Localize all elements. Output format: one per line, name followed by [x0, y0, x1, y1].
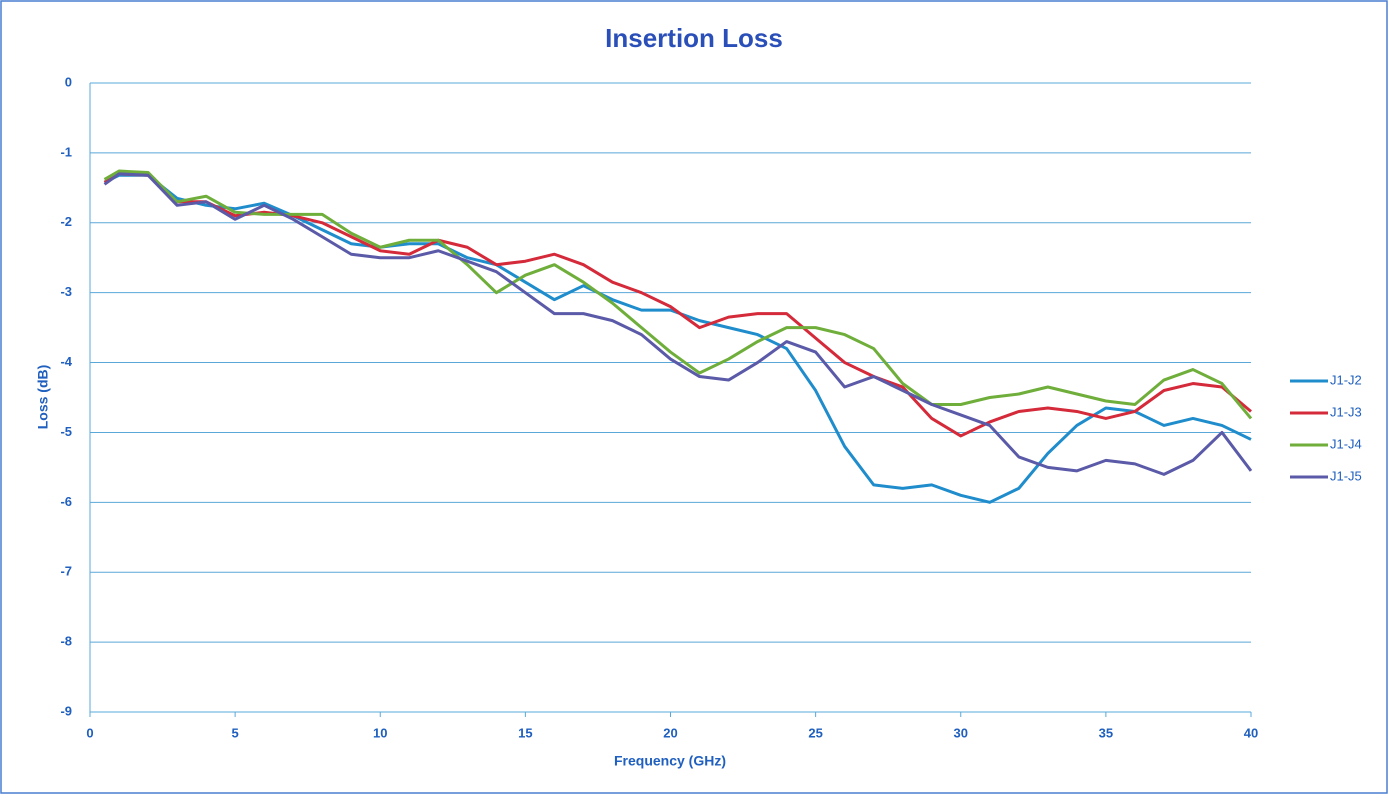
x-tick-label: 30 — [954, 725, 968, 740]
x-axis-label: Frequency (GHz) — [614, 753, 726, 769]
x-tick-label: 10 — [373, 725, 387, 740]
x-tick-label: 35 — [1099, 725, 1113, 740]
y-tick-label: -5 — [60, 424, 72, 439]
chart-title: Insertion Loss — [605, 23, 783, 53]
y-axis-label: Loss (dB) — [35, 365, 51, 430]
x-tick-label: 15 — [518, 725, 532, 740]
x-tick-label: 40 — [1244, 725, 1258, 740]
x-tick-label: 5 — [232, 725, 239, 740]
x-tick-label: 20 — [663, 725, 677, 740]
legend-label: J1-J4 — [1330, 436, 1362, 451]
y-tick-label: -2 — [60, 214, 72, 229]
x-tick-label: 25 — [808, 725, 822, 740]
y-tick-label: -6 — [60, 494, 72, 509]
series-line — [103, 173, 1252, 504]
y-tick-label: -4 — [60, 354, 72, 369]
legend-label: J1-J3 — [1330, 404, 1362, 419]
legend-label: J1-J5 — [1330, 468, 1362, 483]
legend-label: J1-J2 — [1330, 372, 1362, 387]
series-line — [103, 172, 1253, 476]
y-tick-label: -3 — [60, 284, 72, 299]
y-tick-label: -9 — [60, 703, 72, 718]
y-tick-label: -7 — [60, 564, 72, 579]
y-tick-label: 0 — [65, 74, 72, 89]
x-tick-label: 0 — [86, 725, 93, 740]
y-tick-label: -8 — [60, 634, 72, 649]
y-tick-label: -1 — [60, 144, 72, 159]
